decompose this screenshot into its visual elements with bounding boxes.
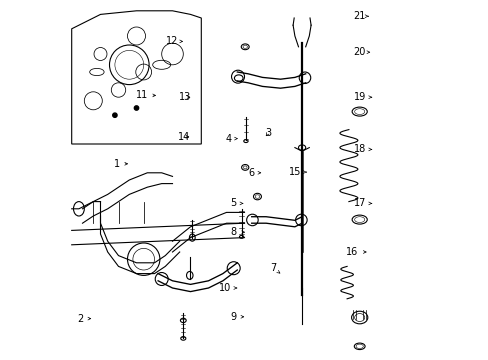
- Circle shape: [134, 106, 139, 110]
- Text: 18: 18: [353, 144, 371, 154]
- Text: 12: 12: [166, 36, 182, 46]
- Text: 13: 13: [179, 92, 191, 102]
- Text: 20: 20: [353, 47, 369, 57]
- Text: 4: 4: [225, 134, 237, 144]
- Text: 17: 17: [353, 198, 371, 208]
- Text: 14: 14: [178, 132, 190, 142]
- Text: 6: 6: [247, 168, 260, 178]
- Text: 2: 2: [78, 314, 91, 324]
- Text: 5: 5: [230, 198, 243, 208]
- Text: 8: 8: [230, 227, 244, 237]
- Circle shape: [113, 113, 117, 117]
- Text: 9: 9: [230, 312, 243, 322]
- Text: 15: 15: [288, 167, 306, 177]
- Text: 11: 11: [136, 90, 155, 100]
- Text: 16: 16: [346, 247, 366, 257]
- Text: 1: 1: [113, 159, 127, 169]
- Text: 21: 21: [353, 11, 368, 21]
- Text: 19: 19: [353, 92, 371, 102]
- Text: 3: 3: [264, 128, 270, 138]
- Text: 10: 10: [218, 283, 236, 293]
- Text: 7: 7: [270, 263, 279, 273]
